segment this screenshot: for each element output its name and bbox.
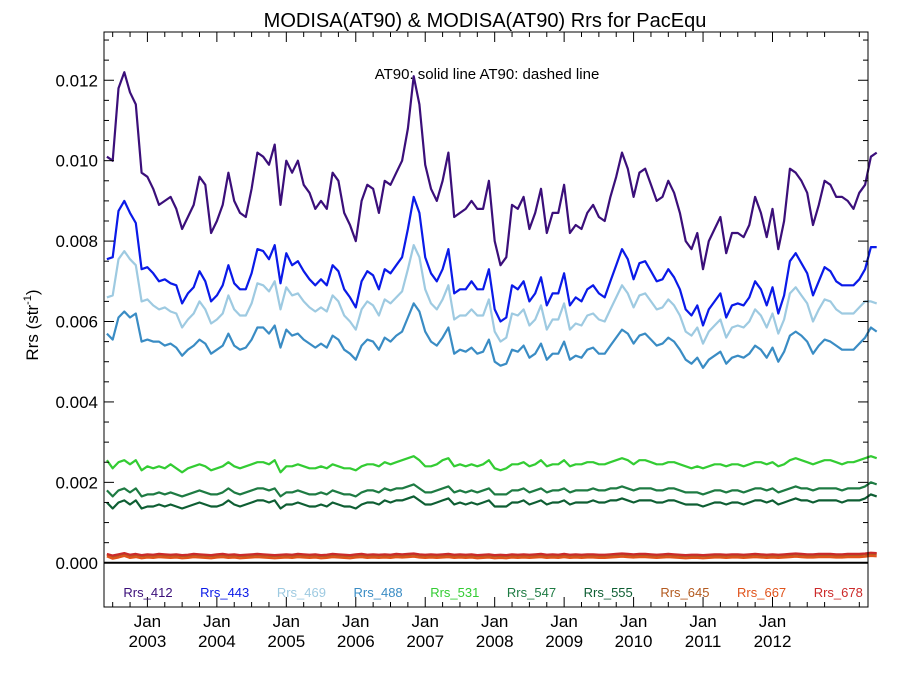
- series-line-rrs-555: [106, 493, 878, 510]
- legend-item-rrs-678: Rrs_678: [814, 585, 863, 600]
- legend-item-rrs-469: Rrs_469: [277, 585, 326, 600]
- y-axis-label-main: Rrs (str: [23, 305, 42, 361]
- x-tick-label-year: 2011: [685, 632, 722, 651]
- legend-item-rrs-488: Rrs_488: [354, 585, 403, 600]
- series-line-rrs-412: [106, 71, 878, 271]
- series-line-rrs-531: [106, 455, 878, 474]
- legend-item-rrs-547: Rrs_547: [507, 585, 556, 600]
- y-tick-label: 0.012: [55, 71, 98, 90]
- x-tick-label-month: Jan: [412, 612, 439, 631]
- series-line-rrs-443: [106, 195, 877, 327]
- plot-frame: [103, 31, 869, 608]
- series-line-rrs-547: [106, 481, 878, 498]
- x-tick-label-month: Jan: [134, 612, 161, 631]
- axes-layer: 0.0000.0020.0040.0060.0080.0100.012Jan20…: [55, 32, 868, 651]
- x-tick-label-year: 2008: [476, 632, 514, 651]
- x-tick-label-month: Jan: [273, 612, 300, 631]
- y-tick-label: 0.002: [55, 473, 98, 492]
- legend-item-rrs-645: Rrs_645: [660, 585, 709, 600]
- x-tick-label-month: Jan: [689, 612, 716, 631]
- legend-item-rrs-443: Rrs_443: [200, 585, 249, 600]
- x-tick-label-month: Jan: [550, 612, 577, 631]
- x-tick-label-year: 2007: [406, 632, 444, 651]
- chart-annotation: AT90: solid line AT90: dashed line: [375, 66, 600, 83]
- legend: Rrs_412 Rrs_443 Rrs_469 Rrs_488 Rrs_531 Rrs_5…: [123, 585, 862, 600]
- y-tick-label: 0.000: [55, 554, 98, 573]
- x-tick-label-month: Jan: [481, 612, 508, 631]
- x-tick-label-year: 2003: [128, 632, 166, 651]
- x-tick-label-year: 2004: [198, 632, 236, 651]
- x-tick-label-year: 2010: [615, 632, 653, 651]
- x-tick-label-year: 2012: [754, 632, 792, 651]
- x-tick-label-month: Jan: [342, 612, 369, 631]
- y-axis-label: Rrs (str-1): [22, 289, 42, 360]
- x-tick-label-year: 2009: [545, 632, 583, 651]
- legend-item-rrs-412: Rrs_412: [123, 585, 172, 600]
- y-axis-label-close: ): [23, 289, 42, 295]
- legend-item-rrs-531: Rrs_531: [430, 585, 479, 600]
- y-axis-label-sup: -1: [22, 295, 34, 305]
- series-line-rrs-469: [106, 244, 878, 345]
- legend-item-rrs-555: Rrs_555: [584, 585, 633, 600]
- chart-title: MODISA(AT90) & MODISA(AT90) Rrs for PacE…: [264, 10, 707, 32]
- y-tick-label: 0.004: [55, 393, 98, 412]
- y-tick-label: 0.006: [55, 313, 98, 332]
- series-line-rrs-645: [106, 552, 877, 558]
- x-tick-label-year: 2005: [267, 632, 305, 651]
- y-tick-label: 0.010: [55, 152, 98, 171]
- x-tick-label-year: 2006: [337, 632, 375, 651]
- legend-item-rrs-667: Rrs_667: [737, 585, 786, 600]
- series-layer: [106, 71, 878, 560]
- series-line-rrs-678: [106, 551, 877, 557]
- series-line-rrs-488: [106, 302, 878, 369]
- x-tick-label-month: Jan: [620, 612, 647, 631]
- y-tick-label: 0.008: [55, 232, 98, 251]
- x-tick-label-month: Jan: [759, 612, 786, 631]
- x-tick-label-month: Jan: [203, 612, 230, 631]
- series-line-rrs-667: [106, 554, 877, 560]
